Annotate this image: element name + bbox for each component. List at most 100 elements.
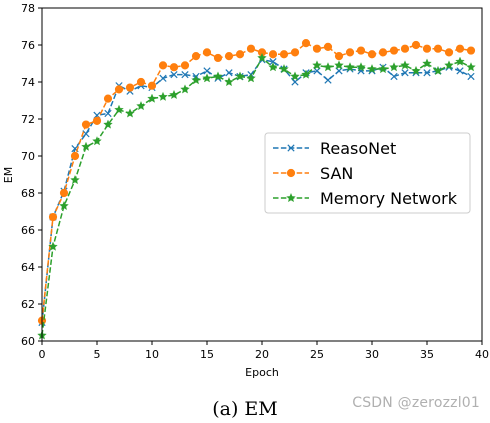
x-tick-label: 35 (420, 348, 434, 361)
x-stroke (287, 144, 295, 152)
x-tick-label: 0 (39, 348, 46, 361)
y-tick-label: 72 (21, 113, 35, 126)
data-point (257, 52, 267, 62)
data-point (92, 136, 102, 146)
data-point (433, 65, 443, 75)
data-point (334, 52, 344, 61)
x-tick-label: 10 (145, 348, 159, 361)
data-point (246, 44, 256, 53)
data-point (367, 64, 377, 74)
data-point (455, 56, 465, 66)
x-stroke (324, 76, 332, 84)
data-point (466, 62, 476, 72)
y-tick-label: 60 (21, 335, 35, 348)
data-point (246, 73, 256, 83)
legend-label: SAN (320, 164, 353, 183)
data-point (356, 62, 366, 72)
data-point (158, 61, 168, 70)
data-point (411, 65, 421, 75)
x-axis-label: Epoch (245, 366, 279, 379)
legend-box (264, 132, 471, 214)
data-point (180, 84, 190, 94)
data-point (114, 104, 124, 114)
data-point (70, 151, 80, 161)
data-point (59, 188, 69, 198)
y-tick-label: 68 (21, 187, 35, 200)
y-tick-label: 74 (21, 76, 35, 89)
data-point (235, 71, 245, 81)
data-point (224, 77, 234, 87)
x-stroke (159, 74, 167, 82)
data-point (268, 62, 278, 72)
data-point (225, 69, 233, 77)
legend-marker (286, 193, 296, 203)
data-point (466, 46, 476, 55)
data-point (312, 44, 322, 53)
data-point (147, 81, 157, 90)
x-stroke (71, 144, 79, 153)
data-point (82, 130, 90, 138)
legend-marker (286, 168, 296, 178)
data-point (81, 120, 91, 129)
data-point (159, 74, 167, 82)
data-point (103, 94, 113, 103)
data-point (48, 241, 58, 251)
data-point (444, 48, 454, 57)
x-stroke (181, 70, 189, 79)
x-stroke (456, 67, 464, 75)
data-point (213, 53, 223, 63)
series-san (37, 39, 476, 325)
line-chart: 0 5 10 15 20 25 30 35 40 60 62 64 66 68 70 72 74 76 78 Epo… (2, 2, 489, 379)
x-tick-label: 25 (310, 348, 324, 361)
legend-item: SAN (273, 164, 353, 183)
data-point (367, 50, 377, 59)
x-stroke (423, 69, 431, 77)
legend: ReasoNet SAN Memory Network (264, 132, 471, 214)
x-stroke (225, 69, 233, 77)
y-tick-label: 64 (21, 261, 35, 274)
x-stroke (269, 58, 277, 66)
data-point (378, 64, 388, 74)
data-point (170, 70, 178, 79)
data-point (456, 67, 464, 75)
data-point (191, 75, 201, 85)
data-point (48, 212, 58, 222)
data-point (455, 44, 465, 53)
data-point (203, 67, 211, 75)
data-point (378, 48, 388, 57)
data-point (411, 40, 421, 50)
data-point (301, 39, 311, 48)
x-tick-label: 15 (200, 348, 214, 361)
data-point (136, 77, 146, 87)
data-point (180, 61, 190, 70)
data-point (433, 44, 443, 53)
data-point (125, 108, 135, 118)
data-point (169, 89, 179, 99)
legend-item: Memory Network (273, 189, 458, 208)
data-point (401, 69, 409, 77)
x-stroke (203, 67, 211, 75)
data-point (423, 69, 431, 77)
data-point (422, 44, 432, 53)
data-point (103, 119, 113, 129)
data-point (467, 72, 475, 81)
data-point (290, 71, 300, 81)
y-tick-label: 62 (21, 298, 35, 311)
x-stroke (401, 69, 409, 77)
data-point (279, 64, 289, 74)
x-tick-label: 5 (94, 348, 101, 361)
data-point (268, 50, 278, 59)
y-tick-label: 76 (21, 39, 35, 52)
x-stroke (82, 130, 90, 138)
data-point (59, 200, 69, 210)
y-tick-label: 78 (21, 2, 35, 15)
x-stroke (390, 72, 398, 81)
data-point (147, 93, 157, 103)
data-point (104, 109, 112, 118)
data-point (191, 52, 201, 61)
data-point (181, 70, 189, 79)
data-point (81, 141, 91, 151)
data-point (422, 58, 432, 68)
ticks-layer: 0 5 10 15 20 25 30 35 40 60 62 64 66 68 70 72 74 76 78 (21, 2, 489, 361)
data-point (136, 101, 146, 111)
